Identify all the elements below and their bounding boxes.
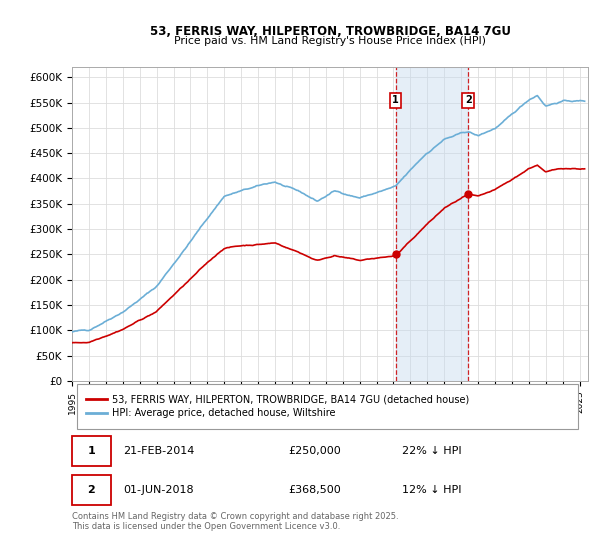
- FancyBboxPatch shape: [77, 384, 578, 429]
- Text: 01-JUN-2018: 01-JUN-2018: [124, 485, 194, 495]
- Text: £368,500: £368,500: [289, 485, 341, 495]
- FancyBboxPatch shape: [72, 436, 110, 466]
- Text: 1: 1: [392, 95, 399, 105]
- Text: Contains HM Land Registry data © Crown copyright and database right 2025.
This d: Contains HM Land Registry data © Crown c…: [72, 512, 398, 531]
- Bar: [395, 67, 468, 381]
- Text: 21-FEB-2014: 21-FEB-2014: [124, 446, 195, 456]
- Text: 22% ↓ HPI: 22% ↓ HPI: [402, 446, 462, 456]
- Text: 1: 1: [88, 446, 95, 456]
- Text: £250,000: £250,000: [289, 446, 341, 456]
- Text: 12% ↓ HPI: 12% ↓ HPI: [402, 485, 462, 495]
- Text: 2: 2: [88, 485, 95, 495]
- Text: Price paid vs. HM Land Registry's House Price Index (HPI): Price paid vs. HM Land Registry's House …: [174, 36, 486, 46]
- Text: 2: 2: [465, 95, 472, 105]
- FancyBboxPatch shape: [72, 475, 110, 505]
- Text: 53, FERRIS WAY, HILPERTON, TROWBRIDGE, BA14 7GU: 53, FERRIS WAY, HILPERTON, TROWBRIDGE, B…: [149, 25, 511, 38]
- Legend: 53, FERRIS WAY, HILPERTON, TROWBRIDGE, BA14 7GU (detached house), HPI: Average p: 53, FERRIS WAY, HILPERTON, TROWBRIDGE, B…: [82, 390, 473, 422]
